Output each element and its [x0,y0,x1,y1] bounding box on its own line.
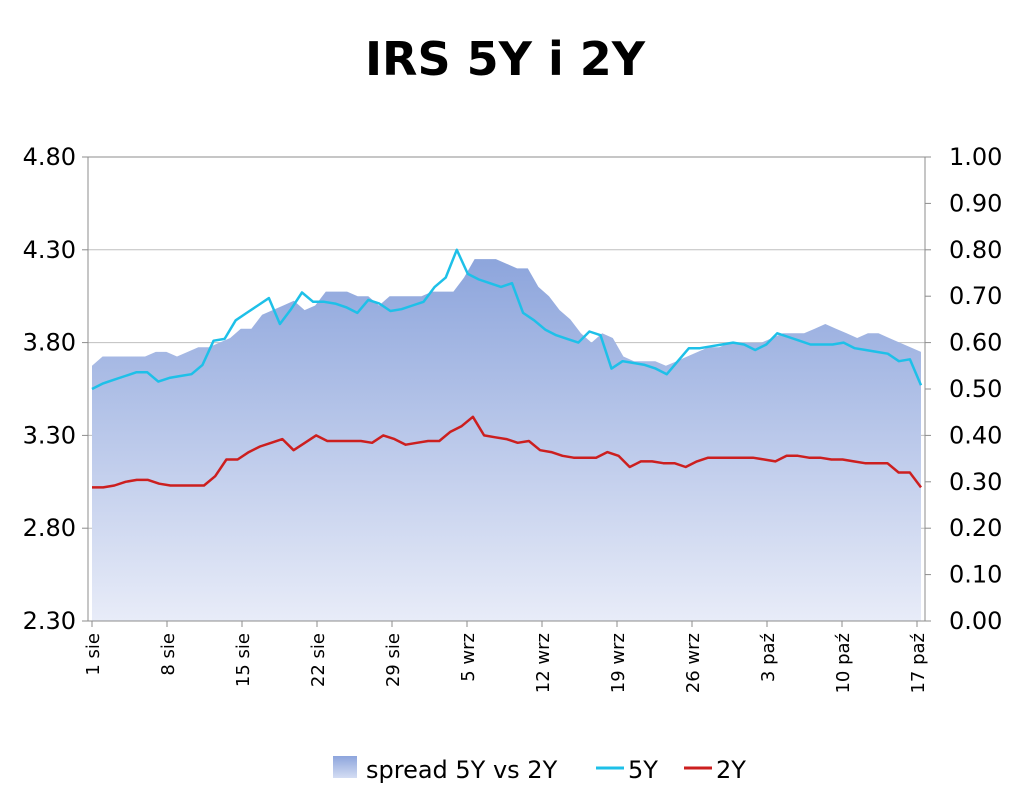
legend-label-2y: 2Y [716,756,746,784]
left-axis-tick-label: 2.80 [23,514,76,542]
chart-title: IRS 5Y i 2Y [364,32,646,86]
x-axis-tick-label: 19 wrz [608,633,629,693]
legend-label-spread: spread 5Y vs 2Y [366,756,558,784]
series-line-2y [92,415,922,489]
x-axis-tick-label: 8 sie [158,633,179,676]
axis-layer: 2.30 2.80 3.30 3.80 4.30 4.80 0.00 0.10 0.20 0.30… [23,143,1003,694]
right-axis-tick-label: 0.60 [949,329,1002,357]
x-axis-tick-label: 10 paź [833,633,854,694]
x-axis-tick-label: 15 sie [233,633,254,687]
x-axis-tick-label: 26 wrz [683,633,704,693]
left-axis-tick-label: 4.30 [23,236,76,264]
legend-label-5y: 5Y [628,756,658,784]
right-axis-tick-label: 0.70 [949,282,1002,310]
legend-swatch-spread [333,756,357,778]
right-axis-tick-label: 0.00 [949,607,1002,635]
right-axis-tick-label: 0.30 [949,468,1002,496]
right-axis-tick-label: 0.80 [949,236,1002,264]
x-axis-tick-label: 5 wrz [458,633,479,682]
right-axis-tick-label: 1.00 [949,143,1002,171]
left-axis-tick-label: 4.80 [23,143,76,171]
right-axis-tick-label: 0.50 [949,375,1002,403]
x-axis-tick-label: 22 sie [308,633,329,687]
x-axis-tick-label: 1 sie [83,633,104,676]
series-line-5y [91,248,923,391]
x-axis-tick-label: 17 paź [908,633,929,694]
x-axis-tick-label: 3 paź [758,633,779,682]
x-axis-tick-label: 29 sie [383,633,404,687]
x-axis-tick-label: 12 wrz [533,633,554,693]
left-axis-tick-label: 3.30 [23,421,76,449]
left-axis-tick-label: 3.80 [23,329,76,357]
right-axis-tick-label: 0.20 [949,514,1002,542]
left-axis-tick-label: 2.30 [23,607,76,635]
right-axis-tick-label: 0.10 [949,561,1002,589]
right-axis-tick-label: 0.90 [949,189,1002,217]
line-layer [91,248,923,489]
right-axis-tick-label: 0.40 [949,421,1002,449]
legend: spread 5Y vs 2Y 5Y 2Y [333,756,746,784]
